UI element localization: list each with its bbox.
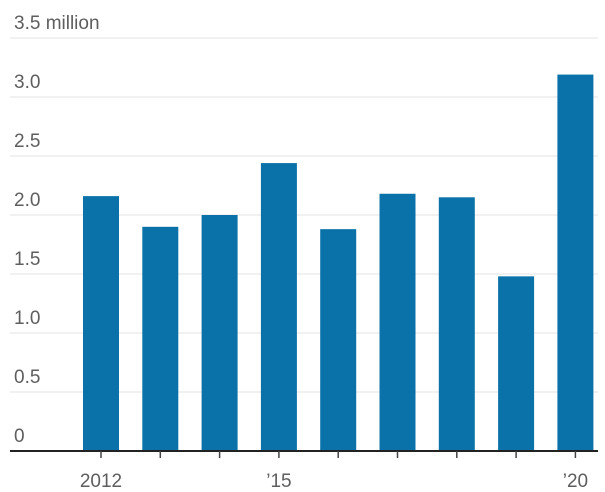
bar-2020 <box>557 74 594 451</box>
bar-2014 <box>201 215 238 451</box>
x-tick-label: ’15 <box>266 471 291 492</box>
y-tick-label: 1.5 <box>14 249 40 270</box>
y-tick-label: 1.0 <box>14 308 40 329</box>
bar-2016 <box>320 229 357 451</box>
bar-2015 <box>260 163 297 451</box>
x-tick-label: 2012 <box>80 471 122 492</box>
bar-2018 <box>438 197 475 451</box>
y-tick-label: 3.0 <box>14 72 40 93</box>
y-tick-label: 0.5 <box>14 367 40 388</box>
y-axis-labels: 0 0.5 1.0 1.5 2.0 2.5 3.0 3.5 million <box>14 13 100 447</box>
bar-2017 <box>379 193 416 451</box>
x-tick-label: ’20 <box>563 471 588 492</box>
x-axis <box>10 450 598 458</box>
bar-2013 <box>142 226 179 451</box>
x-axis-labels: 2012 ’15 ’20 <box>80 471 588 492</box>
bar-2019 <box>498 276 535 451</box>
bars <box>83 74 594 451</box>
y-tick-label: 2.0 <box>14 190 40 211</box>
y-tick-label: 3.5 million <box>14 13 100 34</box>
bar-2012 <box>83 196 119 451</box>
y-tick-label: 2.5 <box>14 131 40 152</box>
y-tick-label: 0 <box>14 426 25 447</box>
